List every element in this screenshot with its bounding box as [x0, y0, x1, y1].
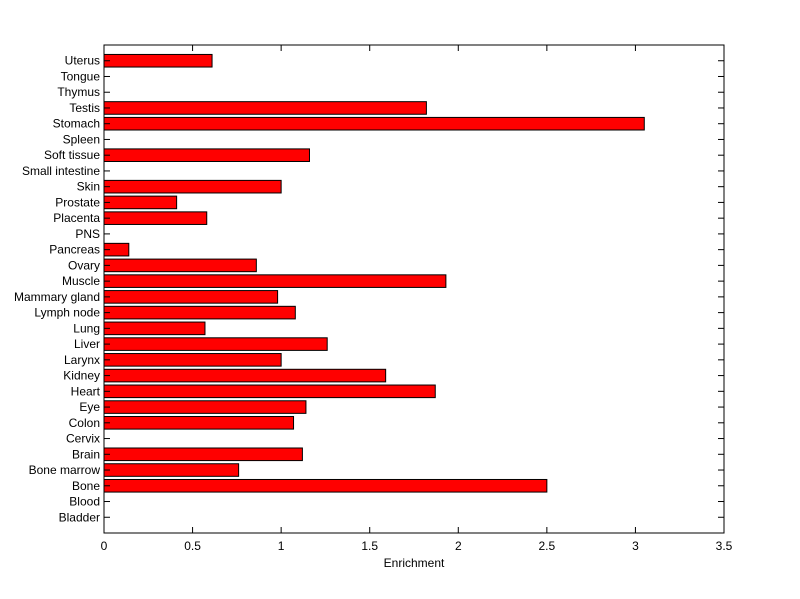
- bar-uterus: [103, 53, 213, 68]
- x-tick-labels: 0 0.5 1 1.5 2 2.5 3 3.5: [101, 539, 733, 553]
- x-axis-title: Enrichment: [384, 556, 445, 570]
- bar-heart: [103, 384, 436, 399]
- y-tick-label-uterus: Uterus: [65, 54, 100, 68]
- x-tick-label-5: 2.5: [539, 539, 556, 553]
- bar-eye: [103, 400, 307, 414]
- bar-kidney: [103, 368, 387, 383]
- y-tick-label-testis: Testis: [69, 101, 100, 115]
- y-tick-label-placenta: Placenta: [53, 211, 100, 225]
- y-tick-label-colon: Colon: [69, 416, 100, 430]
- x-tick-label-0: 0: [101, 539, 108, 553]
- bar-liver: [103, 337, 328, 351]
- x-tick-label-6: 3: [632, 539, 639, 553]
- bar-bone: [103, 478, 548, 493]
- y-tick-label-ovary: Ovary: [68, 258, 100, 272]
- bar-mammary-gland: [103, 290, 279, 304]
- y-tick-label-thymus: Thymus: [57, 85, 100, 99]
- y-tick-label-larynx: Larynx: [64, 353, 100, 367]
- bar-lung: [103, 321, 206, 336]
- y-tick-label-heart: Heart: [71, 384, 101, 398]
- y-tick-label-pancreas: Pancreas: [49, 243, 100, 257]
- plot-frame: [103, 44, 725, 534]
- y-tick-label-prostate: Prostate: [55, 195, 100, 209]
- y-tick-label-spleen: Spleen: [63, 132, 100, 146]
- bar-skin: [103, 179, 282, 194]
- y-tick-label-muscle: Muscle: [62, 274, 100, 288]
- y-tick-label-kidney: Kidney: [63, 369, 100, 383]
- bar-ovary: [103, 258, 257, 273]
- x-tick-label-3: 1.5: [361, 539, 378, 553]
- bar-placenta: [103, 211, 208, 225]
- y-tick-label-brain: Brain: [72, 447, 100, 461]
- y-tick-label-soft-tissue: Soft tissue: [44, 148, 100, 162]
- x-tick-label-4: 2: [455, 539, 462, 553]
- bar-lymph-node: [103, 305, 296, 320]
- y-tick-label-blood: Blood: [69, 495, 100, 509]
- y-tick-label-pns: PNS: [75, 227, 100, 241]
- y-tick-label-small-intestine: Small intestine: [22, 164, 100, 178]
- bar-brain: [103, 447, 303, 462]
- y-tick-label-liver: Liver: [74, 337, 100, 351]
- y-tick-label-stomach: Stomach: [53, 117, 100, 131]
- y-tick-label-bone-marrow: Bone marrow: [29, 463, 101, 477]
- bar-bone-marrow: [103, 463, 240, 477]
- y-tick-label-lung: Lung: [73, 321, 100, 335]
- y-tick-label-lymph-node: Lymph node: [34, 306, 100, 320]
- x-tick-label-2: 1: [278, 539, 285, 553]
- x-tick-label-7: 3.5: [716, 539, 733, 553]
- bar-prostate: [103, 195, 178, 210]
- x-tick-label-1: 0.5: [184, 539, 201, 553]
- y-tick-label-cervix: Cervix: [66, 432, 100, 446]
- bar-colon: [103, 416, 295, 430]
- bar-muscle: [103, 274, 447, 288]
- y-tick-label-bladder: Bladder: [59, 510, 100, 524]
- y-tick-label-tongue: Tongue: [61, 69, 101, 83]
- bar-larynx: [103, 353, 282, 367]
- bar-testis: [103, 101, 427, 115]
- y-tick-label-eye: Eye: [79, 400, 100, 414]
- y-tick-label-mammary-gland: Mammary gland: [14, 290, 100, 304]
- y-tick-label-skin: Skin: [77, 180, 100, 194]
- bar-stomach: [103, 116, 645, 131]
- y-tick-label-bone: Bone: [72, 479, 100, 493]
- bar-soft-tissue: [103, 148, 310, 162]
